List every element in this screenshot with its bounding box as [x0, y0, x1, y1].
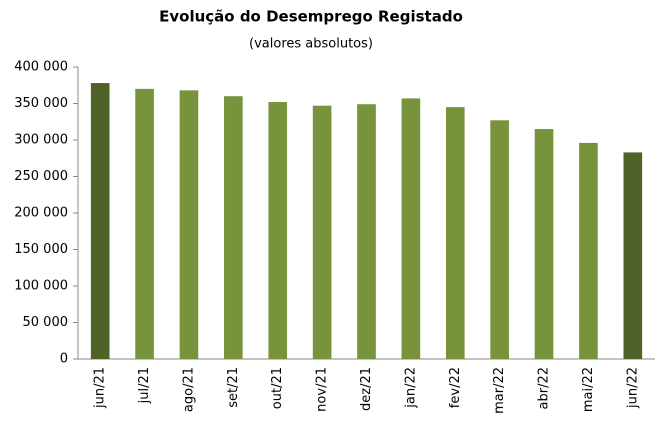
x-tick-label: abr/22 — [537, 367, 552, 410]
x-tick-label: jul/21 — [137, 367, 152, 404]
y-tick-label: 150 000 — [14, 242, 68, 257]
y-tick-label: 200 000 — [14, 206, 68, 221]
x-tick-label: out/21 — [270, 367, 285, 409]
chart-title: Evolução do Desemprego Registado — [159, 8, 463, 26]
bar — [579, 142, 598, 359]
bar — [534, 129, 554, 359]
x-tick-label: fev/22 — [448, 367, 463, 408]
x-tick-label: ago/21 — [181, 367, 196, 412]
y-tick-label: 300 000 — [14, 133, 68, 148]
chart-subtitle: (valores absolutos) — [249, 37, 373, 52]
bar — [90, 83, 110, 359]
x-tick-label: jun/21 — [93, 367, 108, 409]
x-tick-label: jan/22 — [403, 367, 418, 409]
bar — [357, 104, 376, 359]
x-tick-label: jun/22 — [625, 367, 640, 409]
bar — [268, 102, 288, 359]
bar — [224, 96, 243, 359]
bar — [623, 152, 643, 359]
x-tick-label: nov/21 — [315, 367, 330, 412]
bar — [312, 105, 332, 359]
y-tick-label: 0 — [60, 352, 68, 367]
y-tick-label: 400 000 — [14, 60, 68, 75]
y-tick-label: 50 000 — [23, 315, 69, 330]
bar — [490, 120, 509, 359]
bar — [445, 107, 465, 360]
x-tick-label: mai/22 — [581, 367, 596, 412]
y-tick-label: 250 000 — [14, 169, 68, 184]
bar — [179, 90, 199, 360]
bar — [135, 88, 154, 360]
x-tick-label: mar/22 — [492, 367, 507, 414]
x-tick-label: dez/21 — [359, 367, 374, 411]
x-tick-label: set/21 — [226, 367, 241, 408]
bar — [401, 98, 421, 359]
y-tick-label: 350 000 — [14, 96, 68, 111]
y-tick-label: 100 000 — [14, 279, 68, 294]
